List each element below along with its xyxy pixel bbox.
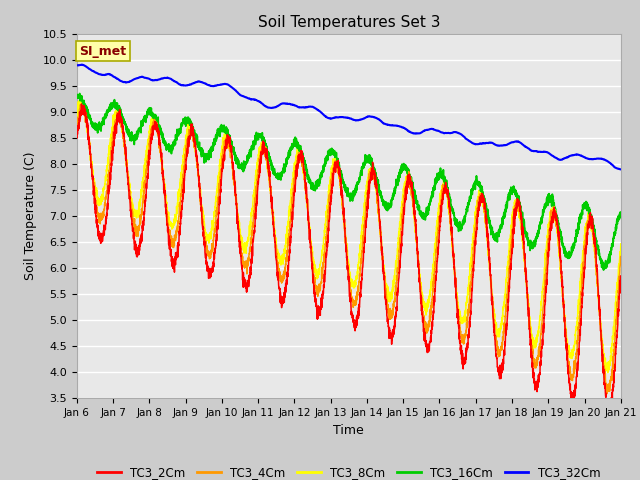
Legend: TC3_2Cm, TC3_4Cm, TC3_8Cm, TC3_16Cm, TC3_32Cm: TC3_2Cm, TC3_4Cm, TC3_8Cm, TC3_16Cm, TC3…	[92, 461, 605, 480]
Title: Soil Temperatures Set 3: Soil Temperatures Set 3	[257, 15, 440, 30]
X-axis label: Time: Time	[333, 424, 364, 437]
Text: SI_met: SI_met	[79, 45, 127, 58]
Y-axis label: Soil Temperature (C): Soil Temperature (C)	[24, 152, 37, 280]
